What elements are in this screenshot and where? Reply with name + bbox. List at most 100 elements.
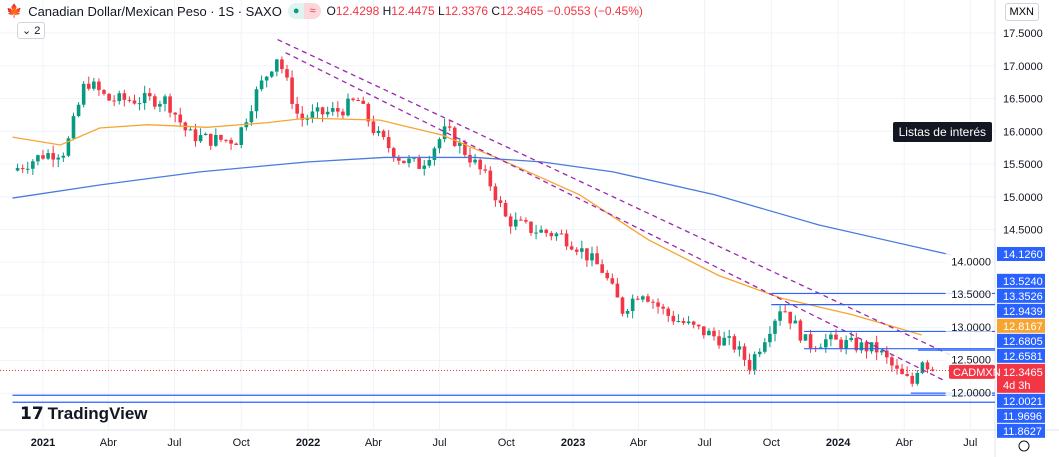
candle [371,121,376,134]
candle [229,139,233,144]
x-tick-label: 2023 [561,437,585,449]
candle [595,253,599,265]
candle [656,302,660,307]
candle [605,272,610,279]
low-label: L [438,4,445,18]
trend-line [285,52,944,381]
candle [824,339,828,348]
candle [437,139,442,149]
candle [386,137,391,149]
candle [722,337,726,346]
y-tick-label: 13.0000 [951,322,991,334]
candle [219,134,223,140]
candle [544,229,549,233]
candle [869,342,874,352]
candle [320,107,325,115]
x-tick-label: Abr [100,437,117,449]
x-tick-label: 2022 [296,437,320,449]
price-level-label: 14.1260 [1003,249,1043,261]
candle [163,96,167,104]
candle [702,326,706,336]
candle [447,126,452,128]
x-tick-label: Jul [698,437,712,449]
candle [76,104,81,117]
candle [763,342,767,352]
price-level-badge [997,246,1045,261]
candle [757,351,762,355]
candle [290,77,294,104]
price-level-label: 11.8627 [1003,426,1042,438]
candle [864,342,869,352]
price-level-badge [997,318,1045,333]
y-tick-label-bg [945,318,992,332]
candle [519,219,523,221]
candle [747,359,752,370]
candle [422,165,427,169]
candle [346,98,350,116]
candle [285,69,289,78]
candle [808,334,813,348]
currency-button[interactable]: MXN [1004,3,1039,21]
candle [696,324,701,327]
y-tick-label: 16.5000 [1003,94,1043,106]
candle [885,350,889,358]
candle [498,200,503,203]
price-level-label: 11.9696 [1003,411,1042,423]
candle [173,112,177,115]
countdown-label: 4d 3h [1003,380,1031,392]
price-level-badge [997,303,1045,318]
candle [818,347,823,349]
candle [732,336,737,350]
candle [691,321,696,325]
indicators-toggle-button[interactable]: ⌄ 2 [17,22,46,39]
candle [391,148,396,159]
logo-icon: 𝟭𝟳 [20,404,44,423]
candle [798,320,803,341]
candle [264,76,269,81]
candle [859,342,864,351]
candle [483,169,488,171]
candle [783,311,787,313]
candle [559,233,564,235]
candle [351,98,355,100]
delayed-data-icon: ≈ [304,3,321,19]
candle [336,108,340,112]
candle [259,80,264,90]
high-label: H [382,4,392,18]
ohlc-values: O12.4298 H12.4475 L12.3376 C12.3465 −0.0… [327,4,643,18]
price-level-badge [997,273,1045,288]
last-price-label: 12.3465 [1003,367,1043,379]
low-value: 12.3376 [444,4,489,18]
y-tick-label: 16.0000 [1003,126,1043,138]
candle [666,308,671,316]
candle [397,158,401,161]
symbol-badge [949,364,995,379]
candle [493,186,498,201]
candle [168,96,172,113]
price-level-badge [997,348,1045,363]
change-value: −0.0553 (−0.45%) [546,4,643,18]
candle [580,248,584,252]
symbol-title[interactable]: Canadian Dollar/Mexican Peso · 1S · SAXO [28,3,282,19]
candle [239,127,244,146]
price-level-badge [997,423,1045,438]
candle [442,126,447,140]
candle [432,148,437,160]
x-tick-label: Abr [896,437,913,449]
candle [407,158,411,164]
candle [198,135,203,142]
status-pill[interactable]: ● ≈ [287,3,321,19]
settings-icon[interactable] [1018,440,1030,452]
candle [468,154,472,163]
price-level-label: 12.8167 [1003,321,1043,333]
candle [564,233,569,247]
candle [717,336,721,346]
candle [879,350,884,353]
candle [569,246,574,250]
candle [473,159,477,163]
candle [773,320,777,334]
candle [513,219,518,227]
candle [727,336,732,338]
candle [641,296,645,300]
